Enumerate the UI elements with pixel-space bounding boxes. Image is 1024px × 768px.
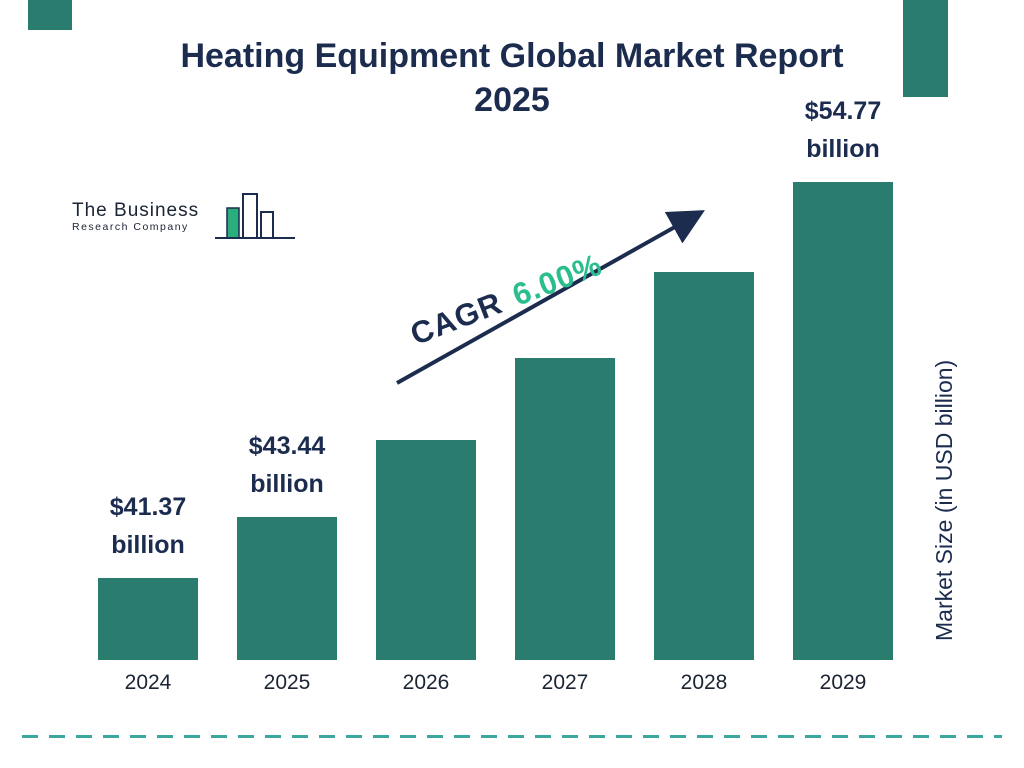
bar <box>98 578 198 660</box>
bar-value-unit: billion <box>250 470 324 498</box>
bottom-dashed-divider <box>22 735 1002 738</box>
chart-title: Heating Equipment Global Market Report 2… <box>0 34 1024 122</box>
bar-value-amount: $43.44 <box>248 432 326 460</box>
chart-title-line1: Heating Equipment Global Market Report <box>180 37 844 75</box>
bar <box>793 182 893 660</box>
bar-value-label: $54.77 billion <box>805 92 881 168</box>
bar-chart: $41.37 billion 2024 $43.44 billion 2025 2026 20… <box>98 0 893 700</box>
corner-accent-top-right <box>903 0 948 97</box>
bar-column: 2028 <box>654 0 754 700</box>
x-tick-label: 2025 <box>263 671 311 694</box>
bar <box>654 272 754 660</box>
company-logo-text: The Business Research Company <box>72 199 200 233</box>
bar-value-amount: $54.77 <box>804 97 882 125</box>
bar <box>237 517 337 660</box>
corner-accent-top-left <box>28 0 72 30</box>
bar-value-unit: billion <box>806 135 880 163</box>
bar-column: $54.77 billion 2029 <box>793 0 893 700</box>
bar-value-label: $41.37 billion <box>110 488 186 564</box>
bar <box>515 358 615 660</box>
bar-value-amount: $41.37 <box>109 493 187 521</box>
bar <box>376 440 476 660</box>
x-tick-label: 2029 <box>819 671 867 694</box>
bar-column: $41.37 billion 2024 <box>98 0 198 700</box>
chart-title-line2: 2025 <box>474 81 550 119</box>
x-tick-label: 2027 <box>541 671 589 694</box>
x-tick-label: 2028 <box>680 671 728 694</box>
x-tick-label: 2026 <box>402 671 450 694</box>
company-logo: The Business Research Company <box>72 186 297 248</box>
bar-column: $43.44 billion 2025 <box>237 0 337 700</box>
bar-column: 2026 <box>376 0 476 700</box>
bar-value-label: $43.44 billion <box>249 427 325 503</box>
company-logo-bars-icon <box>215 193 296 239</box>
x-tick-label: 2024 <box>124 671 172 694</box>
company-logo-name: The Business <box>72 199 200 221</box>
y-axis-label: Market Size (in USD billion) <box>931 359 957 641</box>
company-logo-subname: Research Company <box>72 220 189 233</box>
bar-column: 2027 <box>515 0 615 700</box>
bar-value-unit: billion <box>111 531 185 559</box>
